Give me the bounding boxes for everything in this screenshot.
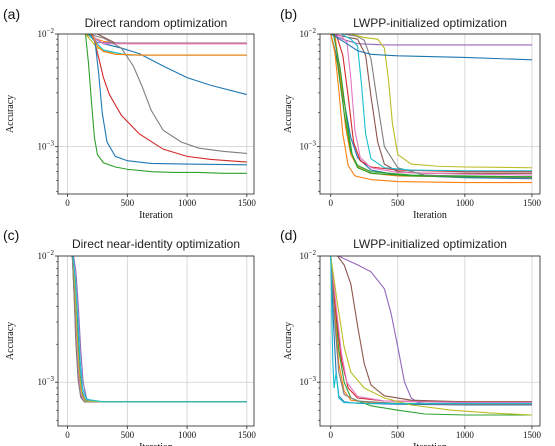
x-tick-label: 500	[391, 430, 405, 440]
x-tick-label: 1500	[238, 198, 257, 208]
panel-b: 0 500 1000 1500 10−3 10−2 LWPP-initialized opt…	[280, 6, 541, 221]
series-line-8	[344, 34, 532, 179]
x-tick-label: 1500	[523, 198, 542, 208]
y-axis-label: Accuracy	[283, 322, 294, 360]
series-line-3	[330, 256, 532, 416]
series-line-4	[71, 256, 247, 403]
series-line-1	[330, 256, 532, 406]
y-axis-label: Accuracy	[283, 95, 294, 133]
series-line-10	[330, 256, 532, 404]
y-tick-label: 10−2	[300, 249, 317, 261]
series-line-6	[337, 256, 532, 403]
y-axis-label: Accuracy	[5, 95, 16, 133]
panel-title: Direct random optimization	[85, 16, 228, 30]
panel-label: (d)	[280, 227, 297, 243]
series-line-10	[72, 256, 247, 403]
series-line-6	[97, 34, 247, 44]
series-line-4	[92, 34, 247, 163]
x-tick-label: 1500	[238, 430, 257, 440]
x-tick-label: 0	[328, 198, 333, 208]
series-line-8	[87, 34, 247, 155]
x-axis-label: Iteration	[413, 442, 447, 446]
series-line-10	[341, 34, 532, 172]
x-tick-label: 500	[121, 430, 135, 440]
y-tick-label: 10−2	[38, 249, 55, 261]
x-tick-label: 500	[391, 198, 405, 208]
panel-title: LWPP-initialized optimization	[353, 16, 507, 30]
series-line-5	[330, 34, 532, 46]
series-line-9	[350, 34, 532, 169]
panel-label: (c)	[3, 227, 19, 243]
series-line-9	[330, 256, 532, 416]
panel-d: 0 500 1000 1500 10−3 10−2 LWPP-initialized opt…	[280, 227, 541, 446]
x-axis-label: Iteration	[413, 210, 447, 221]
series-line-8	[330, 256, 532, 405]
series-line-11	[89, 34, 247, 166]
x-tick-label: 500	[121, 198, 135, 208]
x-tick-label: 1000	[456, 430, 475, 440]
series-line-5	[72, 256, 247, 403]
series-line-7	[334, 34, 532, 176]
series-line-1	[71, 256, 247, 403]
series-line-2	[334, 34, 532, 179]
y-tick-label: 10−3	[38, 140, 55, 152]
y-tick-label: 10−3	[300, 140, 317, 152]
plot-frame	[57, 255, 255, 427]
x-tick-label: 1000	[178, 430, 197, 440]
x-tick-label: 0	[65, 198, 70, 208]
series-line-6	[330, 34, 532, 174]
y-tick-label: 10−2	[38, 27, 55, 39]
plot-frame	[319, 255, 541, 427]
series-line-9	[72, 256, 247, 403]
plot-frame	[319, 33, 541, 195]
series-line-12	[330, 34, 532, 184]
series-line-7	[88, 34, 247, 45]
series-line-8	[71, 256, 247, 403]
plot-frame	[57, 33, 255, 195]
y-tick-label: 10−3	[38, 375, 55, 387]
series-line-7	[71, 256, 247, 403]
series-line-12	[90, 34, 247, 56]
y-axis-label: Accuracy	[5, 322, 16, 360]
series-line-13	[332, 34, 532, 178]
series-line-3	[72, 256, 247, 403]
series-line-3	[330, 34, 532, 178]
panel-label: (b)	[280, 6, 297, 22]
series-line-2	[71, 256, 247, 403]
panel-a: 0 500 1000 1500 10−3 10−2 Direct random optimi…	[3, 6, 256, 221]
panel-label: (a)	[3, 6, 20, 22]
x-tick-label: 0	[328, 430, 333, 440]
x-tick-label: 0	[65, 430, 70, 440]
series-line-4	[335, 34, 532, 173]
panel-c: 0 500 1000 1500 10−3 10−2 Direct near-identity…	[3, 227, 256, 446]
x-axis-label: Iteration	[139, 210, 173, 221]
series-line-11	[330, 34, 532, 61]
series-line-6	[71, 256, 247, 403]
panel-title: LWPP-initialized optimization	[353, 237, 507, 251]
y-tick-label: 10−3	[300, 375, 317, 387]
x-axis-label: Iteration	[139, 442, 173, 446]
series-line-7	[330, 256, 532, 404]
series-line-3	[84, 34, 247, 174]
series-line-1	[330, 34, 532, 180]
x-tick-label: 1000	[178, 198, 197, 208]
x-tick-label: 1000	[456, 198, 475, 208]
series-line-4	[330, 256, 532, 403]
y-tick-label: 10−2	[300, 27, 317, 39]
panel-title: Direct near-identity optimization	[72, 237, 240, 251]
series-line-10	[87, 34, 247, 56]
x-tick-label: 1500	[523, 430, 542, 440]
